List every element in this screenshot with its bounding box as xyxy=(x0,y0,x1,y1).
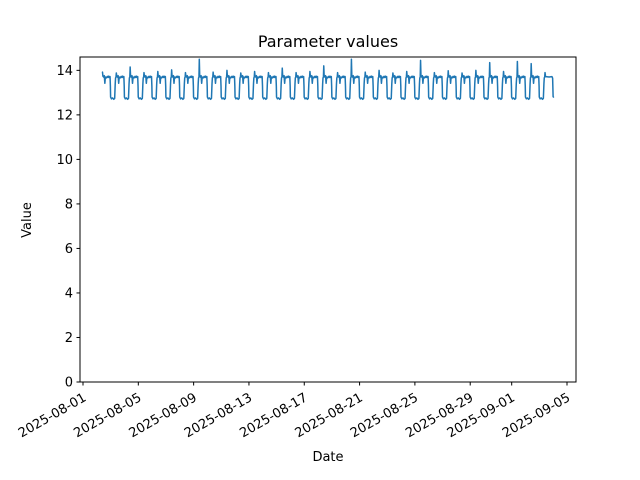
y-tick-label: 14 xyxy=(56,64,73,79)
y-tick-label: 10 xyxy=(56,153,73,168)
y-axis-label: Value xyxy=(20,202,35,238)
chart-title: Parameter values xyxy=(258,32,398,51)
y-tick-label: 6 xyxy=(65,242,73,257)
axes-spines xyxy=(79,56,577,383)
y-tick-label: 12 xyxy=(56,108,73,123)
y-tick-label: 0 xyxy=(65,376,73,391)
parameter-series-line xyxy=(101,58,555,101)
y-tick-label: 8 xyxy=(65,197,73,212)
y-tick-label: 2 xyxy=(65,331,73,346)
x-axis-label: Date xyxy=(312,450,343,465)
y-tick-label: 4 xyxy=(65,286,73,301)
plot-area: 2025-08-012025-08-052025-08-092025-08-13… xyxy=(16,56,577,441)
